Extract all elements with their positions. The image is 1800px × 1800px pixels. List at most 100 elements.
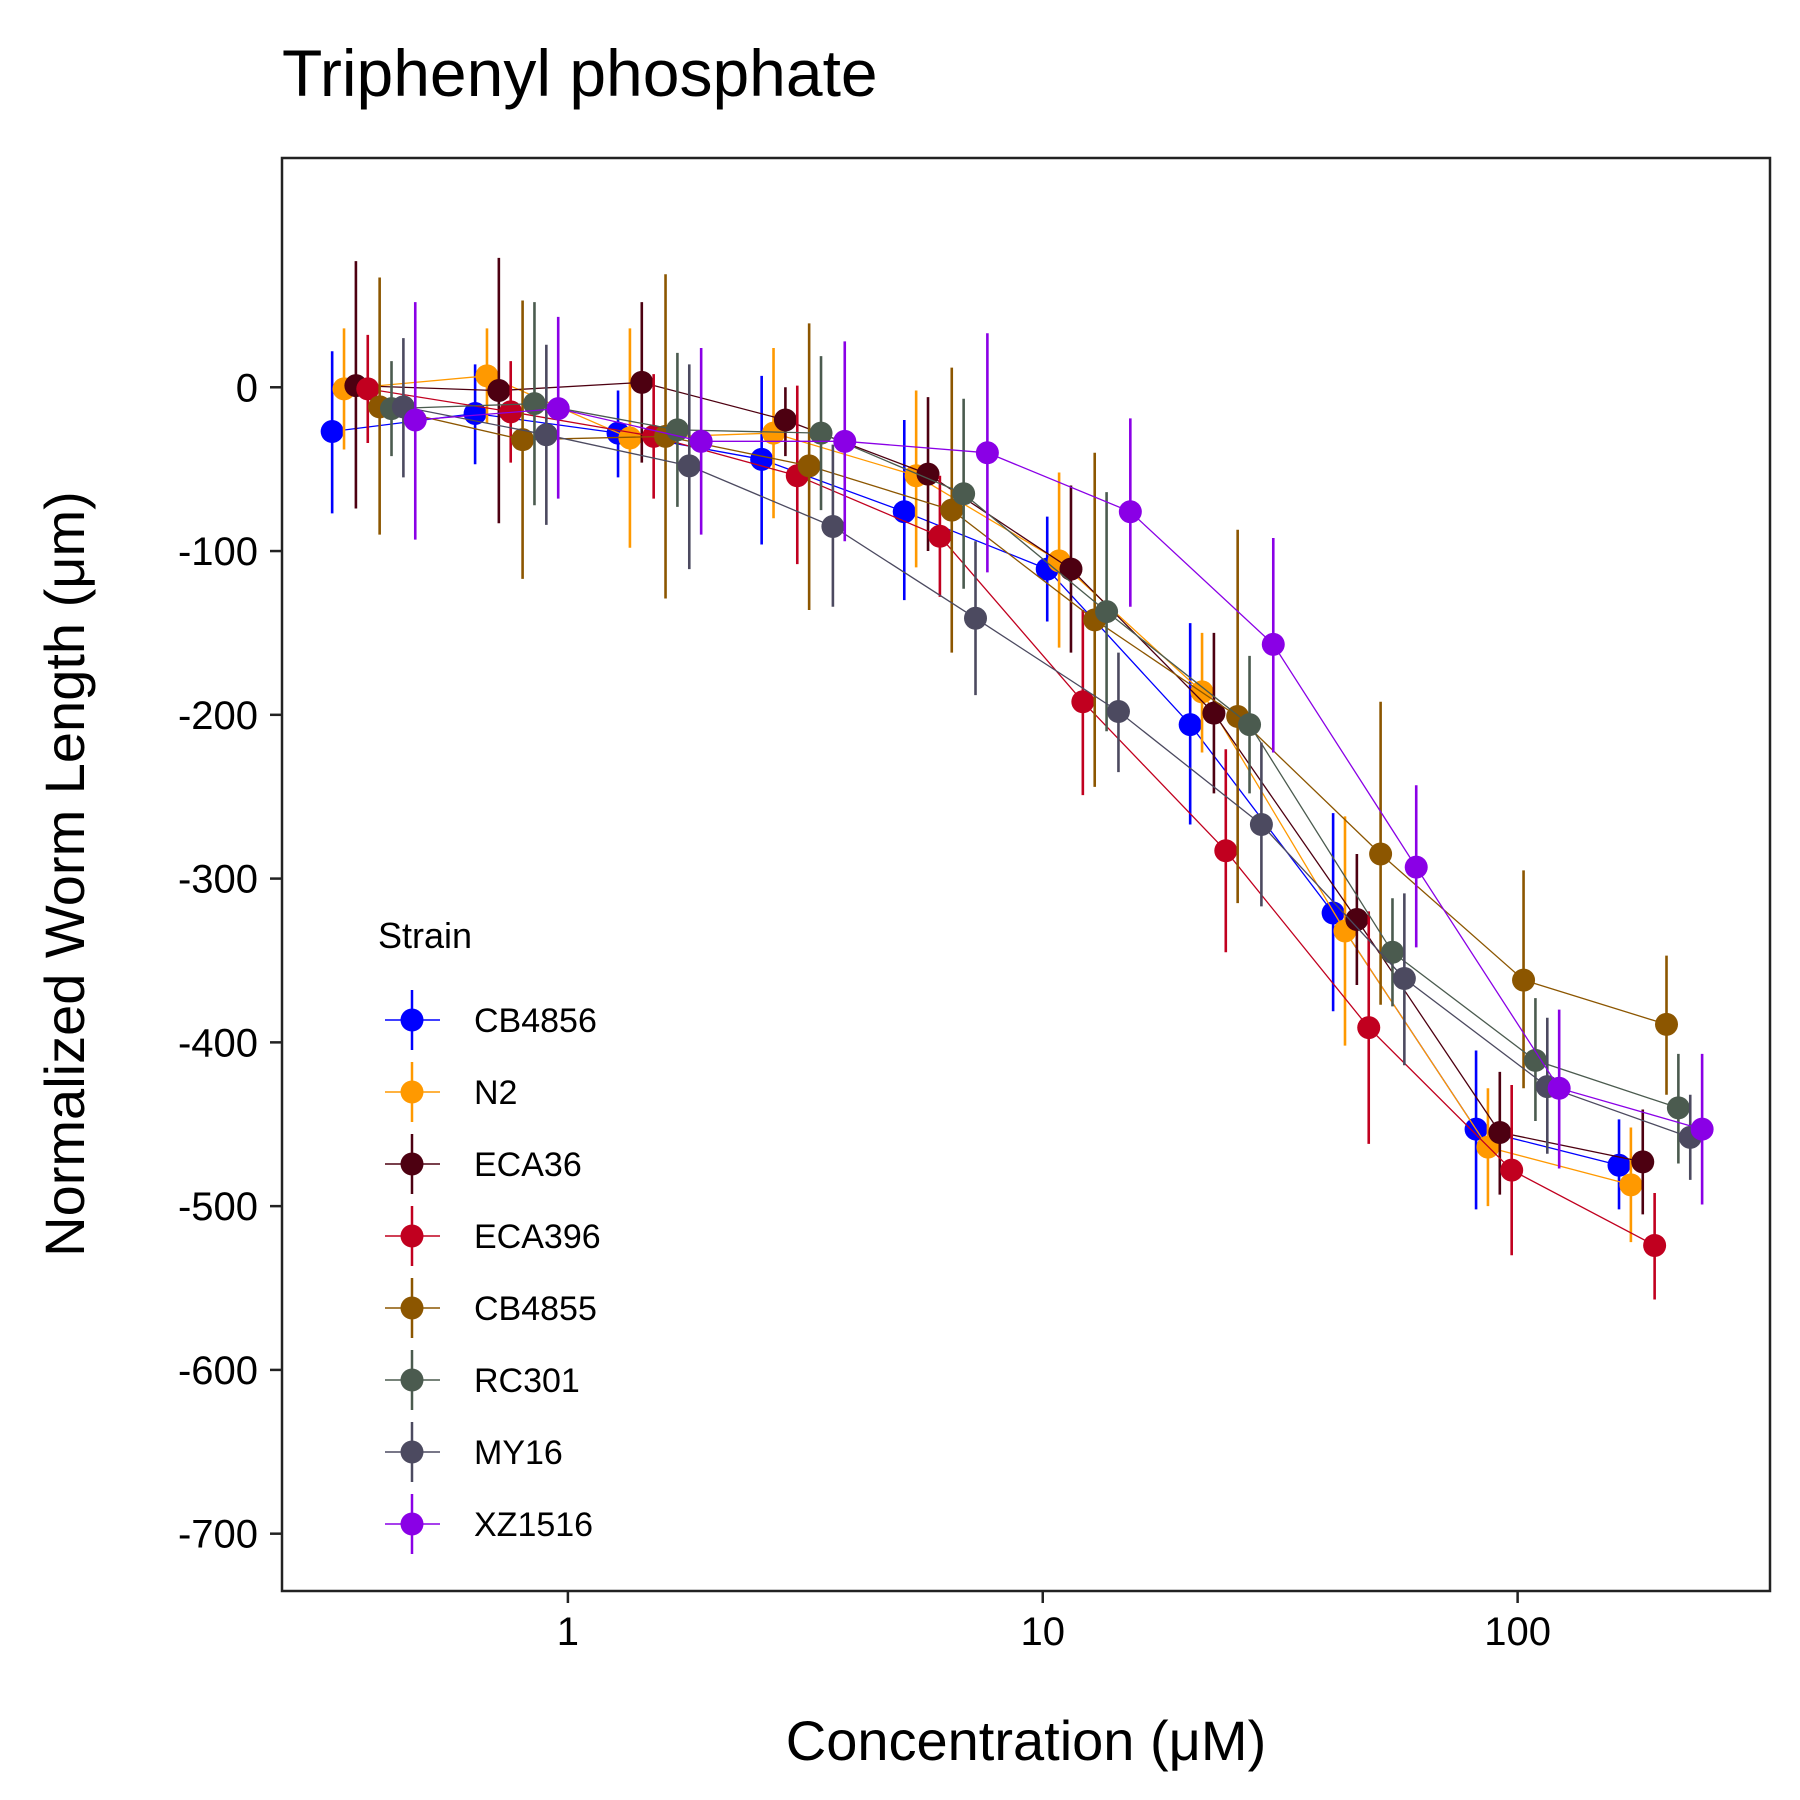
data-point [809,421,833,445]
series-ECA36 [344,257,1655,1215]
legend: Strain CB4856 N2 ECA36 ECA396 CB4855 RC301 MY1… [378,915,601,1554]
x-tick-label: 1 [557,1610,579,1654]
data-point [1607,1153,1631,1177]
series-CB4855 [368,274,1679,1095]
x-axis-title: Concentration (μM) [786,1709,1266,1772]
data-point [1380,940,1404,964]
data-point [1059,557,1083,581]
data-point [546,397,570,421]
legend-title: Strain [378,915,472,956]
data-point [511,428,535,452]
data-point [1619,1173,1643,1197]
y-tick-label: -600 [178,1349,258,1393]
legend-item-ECA36: ECA36 [385,1134,582,1194]
y-tick-label: -400 [178,1021,258,1065]
data-point [1106,700,1130,724]
data-point [1202,701,1226,725]
data-point [1345,908,1369,932]
data-point [677,454,701,478]
data-point [773,408,797,432]
series-line [391,403,1679,1109]
data-point [320,419,344,443]
x-tick-label: 100 [1484,1610,1551,1654]
data-point [1357,1016,1381,1040]
series-line [403,406,1691,1139]
series-ECA396 [356,334,1667,1300]
data-point [1214,839,1238,863]
legend-item-MY16: MY16 [385,1422,563,1482]
data-point [975,441,999,465]
plot-content [320,257,1714,1300]
y-tick-label: -100 [178,530,258,574]
legend-label: ECA36 [474,1146,582,1184]
data-point [1095,600,1119,624]
legend-key-point [400,1152,424,1176]
legend-label: RC301 [474,1362,580,1400]
data-point [952,482,976,506]
legend-label: N2 [474,1074,517,1112]
data-point [821,514,845,538]
data-point [928,524,952,548]
data-point [356,377,380,401]
data-point [1238,713,1262,737]
y-tick-label: -300 [178,858,258,902]
legend-item-CB4855: CB4855 [385,1278,597,1338]
data-point [403,408,427,432]
legend-label: CB4855 [474,1290,597,1328]
data-point [750,447,774,471]
data-point [1488,1120,1512,1144]
y-axis: 0 -100 -200 -300 -400 -500 -600 -700 [178,366,282,1557]
data-point [1547,1076,1571,1100]
data-point [534,423,558,447]
legend-label: MY16 [474,1434,563,1472]
legend-label: CB4856 [474,1002,597,1040]
data-point [1666,1096,1690,1120]
series-line [367,388,1655,1246]
legend-item-XZ1516: XZ1516 [385,1494,593,1554]
data-point [1369,842,1393,866]
series-line [415,407,1703,1130]
y-tick-label: 0 [236,366,258,410]
legend-item-N2: N2 [385,1062,517,1122]
data-point [1249,813,1273,837]
data-point [1655,1012,1679,1036]
data-point [1512,968,1536,992]
plot-panel [280,156,1772,1593]
legend-key-point [400,1080,424,1104]
legend-key-point [400,1368,424,1392]
data-point [1118,500,1142,524]
data-point [1404,855,1428,879]
data-point [833,429,857,453]
legend-label: XZ1516 [474,1506,593,1544]
legend-item-RC301: RC301 [385,1350,580,1410]
data-point [892,500,916,524]
legend-item-CB4856: CB4856 [385,990,597,1050]
data-point [1500,1158,1524,1182]
series-RC301 [380,302,1690,1164]
legend-key-point [400,1296,424,1320]
x-axis: 1 10 100 [557,1591,1551,1654]
data-point [916,462,940,486]
y-tick-label: -200 [178,694,258,738]
series-line [355,381,1643,1163]
series-MY16 [391,338,1702,1180]
data-point [487,379,511,403]
data-point [797,454,821,478]
data-point [630,370,654,394]
x-tick-label: 10 [1021,1610,1066,1654]
legend-label: ECA396 [474,1218,601,1256]
data-point [689,429,713,453]
series-line [379,406,1667,1026]
data-point [1392,966,1416,990]
data-point [618,426,642,450]
legend-key-point [400,1008,424,1032]
data-point [964,606,988,630]
data-point [1523,1048,1547,1072]
series-XZ1516 [403,302,1714,1205]
y-axis-title: Normalized Worm Length (μm) [33,491,96,1257]
legend-key-point [400,1440,424,1464]
legend-key-point [400,1224,424,1248]
data-point [1631,1150,1655,1174]
chart-title: Triphenyl phosphate [282,36,878,110]
